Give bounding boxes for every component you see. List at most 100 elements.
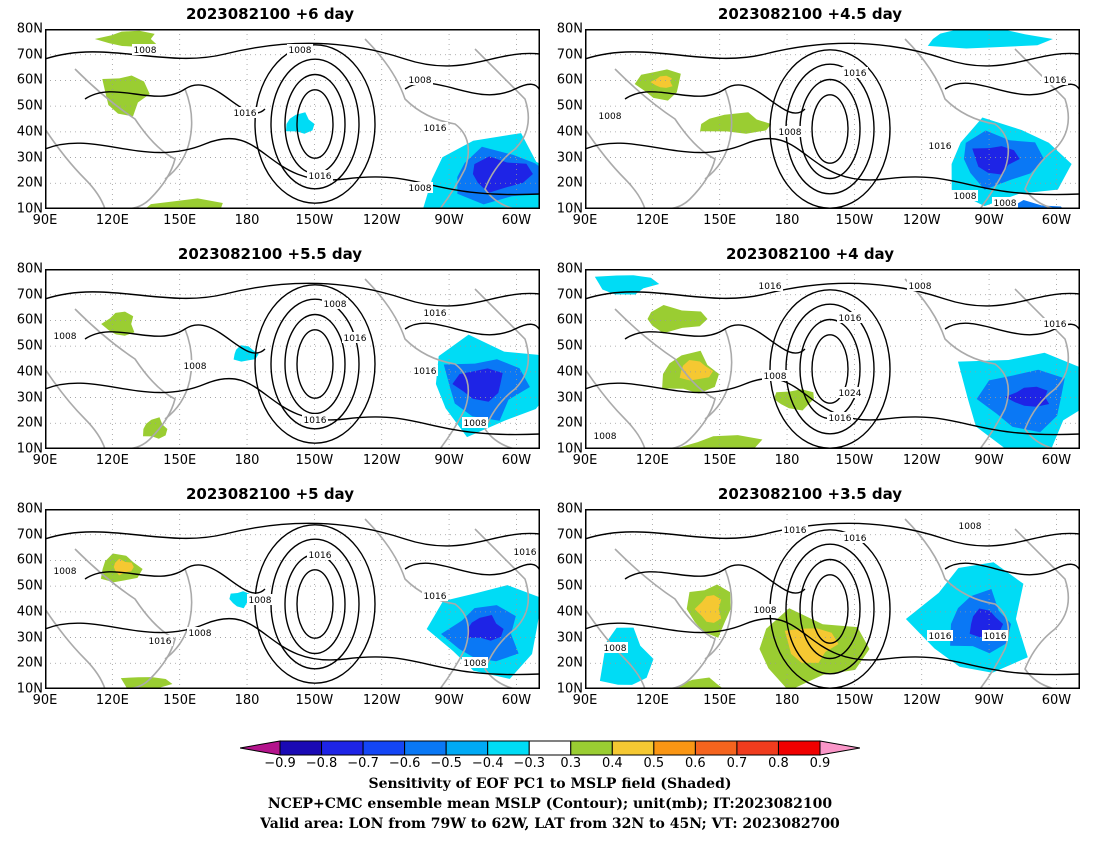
- contour-label-bg: [247, 594, 273, 605]
- lon-tick-label: 120W: [362, 213, 401, 228]
- colorbar-segment: [570, 740, 613, 756]
- lat-tick-label: 80N: [556, 21, 583, 37]
- isobar-contour: [296, 89, 334, 159]
- shaded-region: [120, 677, 173, 689]
- lat-tick-label: 40N: [556, 364, 583, 380]
- colorbar-tick-label: −0.8: [305, 756, 338, 771]
- coastline: [474, 48, 530, 209]
- contour-label: 1016: [424, 309, 447, 319]
- lon-tick-label: 60W: [1041, 213, 1072, 228]
- lon-tick-label: 120E: [95, 453, 129, 468]
- isobar-contour: [284, 313, 346, 415]
- lon-tick-label: 120E: [635, 693, 669, 708]
- colorbar-tick-label: −0.5: [430, 756, 462, 771]
- isobar-contour: [585, 522, 1080, 547]
- isobar-contour: [404, 82, 540, 115]
- contour-label: 1008: [324, 300, 347, 310]
- contour-label-bg: [512, 546, 538, 557]
- contour-label: 1024: [839, 389, 862, 399]
- colorbar-tick-label: 0.3: [560, 756, 582, 771]
- colorbar-low-extend: [239, 740, 281, 756]
- shaded-region: [647, 305, 708, 334]
- contour-label: 1008: [994, 199, 1017, 209]
- coastline: [164, 88, 193, 180]
- colorbar-segment: [777, 740, 821, 756]
- lat-tick-label: 40N: [16, 604, 43, 620]
- contour-label-bg: [307, 549, 333, 560]
- caption-line-2: NCEP+CMC ensemble mean MSLP (Contour); u…: [267, 796, 833, 812]
- shaded-region: [467, 615, 504, 641]
- lon-tick-label: 120W: [902, 213, 941, 228]
- lon-tick-label: 150E: [163, 693, 197, 708]
- panel-title: 2023082100 +3.5 day: [717, 485, 903, 503]
- contour-label: 1016: [514, 548, 537, 558]
- map-frame: [45, 29, 540, 209]
- contour-label-bg: [927, 140, 953, 151]
- isobar-contour: [45, 377, 540, 436]
- contour-label: 1016: [839, 314, 862, 324]
- lat-tick-label: 60N: [556, 72, 583, 88]
- isobar-contour: [84, 324, 266, 354]
- isobar-contour: [811, 334, 849, 404]
- isobar-contour: [944, 82, 1080, 115]
- lon-tick-label: 150W: [835, 213, 874, 228]
- lat-tick-label: 30N: [16, 390, 43, 406]
- lon-tick-label: 150E: [703, 693, 737, 708]
- contour-label: 1016: [309, 551, 332, 561]
- map-panel: 2023082100 +4.5 day 1016 1016 1008 1008 1016 1…: [540, 5, 1080, 240]
- map-frame: [585, 509, 1080, 689]
- lat-tick-label: 10N: [16, 441, 43, 457]
- lon-tick-label: 60W: [1041, 453, 1072, 468]
- colorbar-tick-label: −0.3: [513, 756, 546, 771]
- colorbar-segment: [362, 740, 406, 756]
- lon-tick-label: 150W: [835, 693, 874, 708]
- contour-label-bg: [422, 307, 448, 318]
- colorbar-segment: [279, 740, 323, 756]
- contour-label-bg: [837, 312, 863, 323]
- shaded-region: [286, 112, 315, 134]
- contour-label: 1016: [424, 124, 447, 134]
- caption-line-1: Sensitivity of EOF PC1 to MSLP field (Sh…: [368, 776, 732, 792]
- shaded-region: [102, 75, 150, 117]
- map-area: 1008 1008 1008 1016 1016 1016 1008 80N 70N 60N 50N…: [17, 22, 540, 228]
- contour-label-bg: [992, 197, 1018, 208]
- lat-tick-label: 10N: [16, 201, 43, 217]
- lon-tick-label: 150W: [295, 693, 334, 708]
- colorbar-segment: [611, 740, 655, 756]
- lat-tick-label: 70N: [556, 287, 583, 303]
- lat-tick-label: 50N: [556, 98, 583, 114]
- isobar-contour: [811, 94, 849, 164]
- shaded-region: [673, 677, 724, 689]
- lat-tick-label: 10N: [556, 441, 583, 457]
- coastline: [904, 278, 1010, 449]
- contour-label: 1008: [464, 659, 487, 669]
- lat-tick-label: 10N: [556, 201, 583, 217]
- lat-tick-label: 10N: [556, 681, 583, 697]
- contour-label-bg: [1042, 318, 1068, 329]
- colorbar-tick-label: 0.6: [685, 756, 706, 771]
- shaded-region: [927, 29, 1053, 49]
- lon-tick-label: 90E: [572, 213, 598, 228]
- colorbar-tick-label: 0.7: [726, 756, 748, 771]
- isobar-contour: [296, 329, 334, 399]
- isobar-contour: [404, 562, 540, 595]
- contour-label: 1016: [844, 69, 867, 79]
- coastline: [1014, 528, 1070, 689]
- lat-tick-label: 80N: [16, 501, 43, 517]
- contour-label: 1016: [1044, 76, 1067, 86]
- contour-label: 1016: [929, 632, 952, 642]
- lat-tick-label: 60N: [16, 312, 43, 328]
- contour-label: 1008: [409, 184, 432, 194]
- map-canvas: 1008 1008 1008 1016 1016 1016 1008: [45, 29, 540, 209]
- isobar-contour: [270, 58, 360, 190]
- lat-tick-label: 40N: [16, 124, 43, 140]
- lat-tick-label: 70N: [16, 47, 43, 63]
- contour-label: 1016: [234, 109, 257, 119]
- lat-tick-label: 20N: [16, 655, 43, 671]
- map-area: 1016 1016 1008 1008 1008 1016 1016 80N 70N 60N 50N…: [557, 502, 1080, 708]
- coastline: [164, 568, 193, 660]
- isobar-contour: [45, 617, 540, 676]
- colorbar-tick-label: 0.4: [601, 756, 623, 771]
- panel-title: 2023082100 +5.5 day: [177, 245, 363, 263]
- isobar-contour: [944, 322, 1080, 355]
